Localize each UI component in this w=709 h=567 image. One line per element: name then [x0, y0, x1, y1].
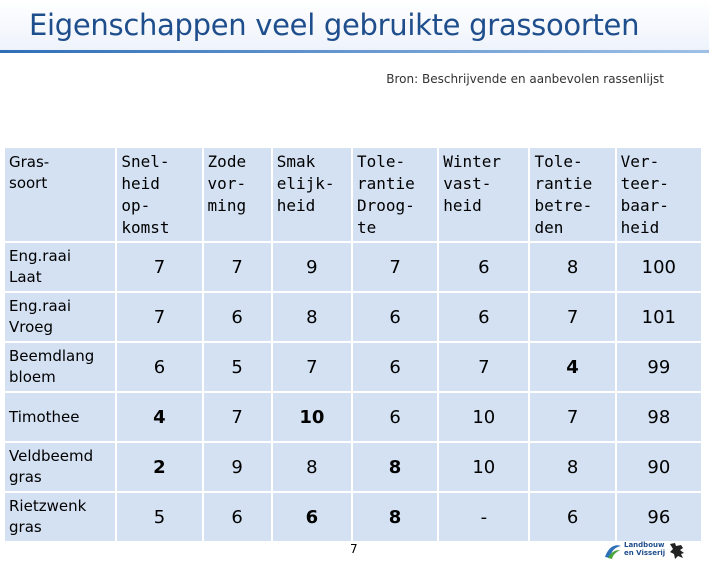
table-row: Rietzwenk gras 5 6 6 8-6 96: [5, 493, 701, 541]
table-cell: 6: [352, 393, 438, 441]
table-cell: 7: [530, 293, 615, 341]
flemish-lion-icon: [670, 543, 684, 559]
table-cell: 8: [352, 493, 438, 541]
row-label: Eng.raai Laat: [5, 243, 116, 291]
table-cell: 6: [203, 293, 271, 341]
table-cell: 4: [117, 393, 202, 441]
table-cell: 6: [530, 493, 615, 541]
table-cell: 6: [439, 293, 529, 341]
page-number: 7: [350, 542, 358, 556]
grass-properties-table: Gras-soort Snel-heid op-komst Zode vor-ming S…: [3, 146, 703, 543]
page-title: Eigenschappen veel gebruikte grassoorten: [29, 8, 640, 42]
row-label: Beemdlang bloem: [5, 343, 116, 391]
table-cell: 6: [117, 343, 202, 391]
column-header: Tole-rantie Droog-te: [352, 148, 438, 241]
table-body: Eng.raai Laat 7 7 9 7 6 8 100 Eng.raai Vroeg 7 6 8 6 6 7…: [5, 243, 701, 541]
table-cell: 8: [272, 443, 351, 491]
title-underline: [0, 50, 709, 53]
table-cell: 10: [439, 393, 529, 441]
table-cell: 7: [117, 293, 202, 341]
column-header-grassoort: Gras-soort: [5, 148, 116, 241]
table-cell: 10: [439, 443, 529, 491]
table-cell: 8: [352, 443, 438, 491]
table-cell: 7: [439, 343, 529, 391]
row-label: Timothee: [5, 393, 116, 441]
table-cell: 7: [530, 393, 615, 441]
table-cell: 98: [616, 393, 701, 441]
table-cell: 8: [530, 443, 615, 491]
slide-header: Eigenschappen veel gebruikte grassoorten: [0, 0, 709, 50]
table-row: Eng.raai Vroeg 7 6 8 6 6 7 101: [5, 293, 701, 341]
table-cell: 7: [352, 243, 438, 291]
column-header: Smak elijk-heid: [272, 148, 351, 241]
table-row: Timothee 4 7 10 6 10 7 98: [5, 393, 701, 441]
table-cell: 8: [272, 293, 351, 341]
table-row: Beemdlang bloem 6 5 7 6 7 4 99: [5, 343, 701, 391]
column-header: Ver-teer-baar-heid: [616, 148, 701, 241]
table-cell: 100: [616, 243, 701, 291]
table-cell: 7: [203, 393, 271, 441]
table-cell: 6: [352, 343, 438, 391]
column-header: Snel-heid op-komst: [117, 148, 202, 241]
row-label: Eng.raai Vroeg: [5, 293, 116, 341]
table-cell: 7: [117, 243, 202, 291]
table-cell: 90: [616, 443, 701, 491]
table-cell: 9: [203, 443, 271, 491]
row-label: Rietzwenk gras: [5, 493, 116, 541]
table-cell: 6: [352, 293, 438, 341]
table-header-row: Gras-soort Snel-heid op-komst Zode vor-ming S…: [5, 148, 701, 241]
landbouw-visserij-logo: Landbouw en Visserij: [603, 540, 693, 562]
table-row: Veldbeemd gras 2 9 8 8 10 8 90: [5, 443, 701, 491]
table-cell: 2: [117, 443, 202, 491]
column-header: Winter vast-heid: [439, 148, 529, 241]
logo-wordmark: Landbouw en Visserij: [624, 541, 666, 557]
table-cell: 6: [272, 493, 351, 541]
table-cell: 6: [439, 243, 529, 291]
table-cell: 101: [616, 293, 701, 341]
table-cell: 5: [117, 493, 202, 541]
table-cell: 4: [530, 343, 615, 391]
table-cell: 8: [530, 243, 615, 291]
column-header: Zode vor-ming: [203, 148, 271, 241]
table-cell: 10: [272, 393, 351, 441]
swirl-icon: [605, 545, 621, 559]
table-cell: 7: [203, 243, 271, 291]
row-label: Veldbeemd gras: [5, 443, 116, 491]
table-row: Eng.raai Laat 7 7 9 7 6 8 100: [5, 243, 701, 291]
source-note: Bron: Beschrijvende en aanbevolen rassen…: [386, 72, 664, 86]
column-header: Tole-rantie betre-den: [530, 148, 615, 241]
table-cell: 5: [203, 343, 271, 391]
table-cell: 7: [272, 343, 351, 391]
table-cell: -: [439, 493, 529, 541]
table-cell: 6: [203, 493, 271, 541]
table-cell: 96: [616, 493, 701, 541]
table-cell: 9: [272, 243, 351, 291]
table-cell: 99: [616, 343, 701, 391]
